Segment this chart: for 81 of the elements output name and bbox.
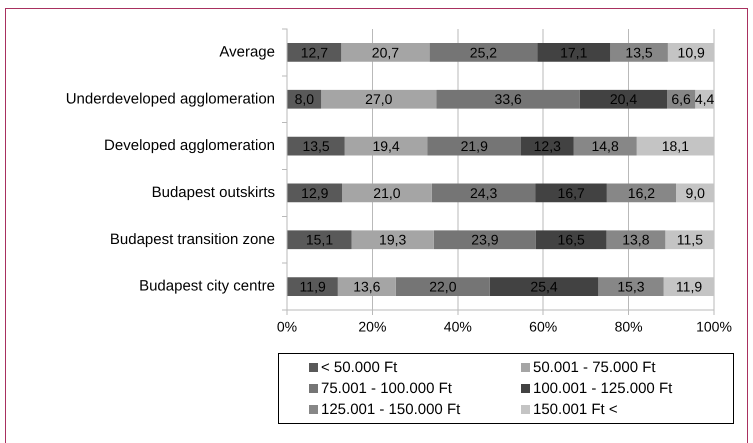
bar (574, 136, 637, 156)
data-label: 19,3 (379, 232, 407, 248)
data-label: 23,9 (471, 232, 499, 248)
bar (490, 277, 598, 296)
bar (580, 90, 668, 109)
data-label: 12,7 (300, 44, 328, 60)
data-label: 6,6 (671, 91, 692, 108)
bar (288, 136, 345, 156)
legend-label: 75.001 - 100.000 Ft (321, 380, 452, 397)
data-label: 11,9 (300, 278, 326, 294)
data-label: 9,0 (685, 184, 706, 201)
data-label: 25,2 (470, 44, 498, 60)
legend-label: 125.001 - 150.000 Ft (321, 401, 460, 418)
data-label: 16,7 (558, 184, 586, 201)
y-tick-label: Budapest outskirts (152, 184, 275, 202)
x-tick-label: 60% (529, 318, 558, 334)
bar (598, 277, 664, 296)
bar (427, 136, 521, 156)
data-label: 22,0 (429, 278, 457, 294)
data-label: 16,2 (628, 184, 656, 201)
data-label: 13,5 (625, 44, 653, 60)
data-label: 16,5 (558, 232, 586, 248)
data-label: 15,1 (306, 232, 334, 248)
data-label: 19,4 (372, 138, 400, 154)
bar (288, 43, 342, 62)
data-label: 17,1 (560, 44, 588, 60)
data-label: 20,7 (372, 44, 400, 60)
bar (288, 230, 352, 250)
data-label: 8,0 (294, 91, 314, 108)
y-tick-label: Underdeveloped agglomeration (66, 90, 275, 108)
data-label: 20,4 (610, 91, 638, 108)
bar (288, 184, 342, 202)
x-tick-label: 20% (358, 318, 386, 334)
bar (321, 90, 436, 109)
bar (351, 230, 434, 250)
data-label: 24,3 (470, 184, 498, 201)
bar (606, 184, 676, 202)
y-tick-label: Budapest transition zone (110, 230, 275, 248)
data-label: 10,9 (678, 44, 705, 60)
data-label: 25,4 (530, 278, 558, 294)
y-tick-label: Average (219, 44, 275, 61)
bar (342, 184, 432, 202)
bar (536, 184, 607, 202)
bar (338, 277, 396, 296)
bar (288, 277, 338, 296)
x-tick-label: 100% (696, 318, 732, 334)
bar (432, 184, 536, 202)
legend-label: 100.001 - 125.000 Ft (533, 380, 672, 397)
data-label: 27,0 (365, 91, 393, 108)
data-label: 12,3 (534, 138, 562, 154)
y-tick-label: Budapest city centre (139, 278, 275, 295)
bar (436, 90, 580, 109)
x-tick-label: 80% (614, 318, 643, 334)
x-tick-label: 40% (444, 318, 472, 334)
data-label: 18,1 (662, 138, 690, 154)
bar (344, 136, 428, 156)
data-label: 11,9 (676, 278, 702, 294)
data-label: 13,5 (302, 138, 330, 154)
data-label: 21,9 (460, 138, 488, 154)
data-label: 4,4 (694, 91, 715, 108)
x-tick-label: 0% (276, 318, 298, 334)
data-label: 33,6 (494, 91, 522, 108)
bar (341, 43, 430, 62)
bar (434, 230, 536, 250)
data-label: 11,5 (676, 232, 704, 248)
data-label: 15,3 (617, 278, 645, 294)
bar (536, 230, 606, 250)
bar (430, 43, 538, 62)
data-label: 13,8 (622, 232, 650, 248)
bar (396, 277, 490, 296)
legend-label: 50.001 - 75.000 Ft (533, 359, 656, 376)
legend-label: 150.001 Ft < (533, 401, 618, 418)
legend-label: < 50.000 Ft (321, 359, 398, 376)
y-tick-label: Developed agglomeration (104, 137, 275, 154)
bar (610, 43, 668, 62)
bar (520, 136, 574, 156)
data-label: 12,9 (301, 184, 329, 201)
data-label: 14,8 (591, 138, 619, 154)
data-label: 21,0 (373, 184, 401, 201)
data-label: 13,6 (353, 278, 381, 294)
bar (537, 43, 610, 62)
